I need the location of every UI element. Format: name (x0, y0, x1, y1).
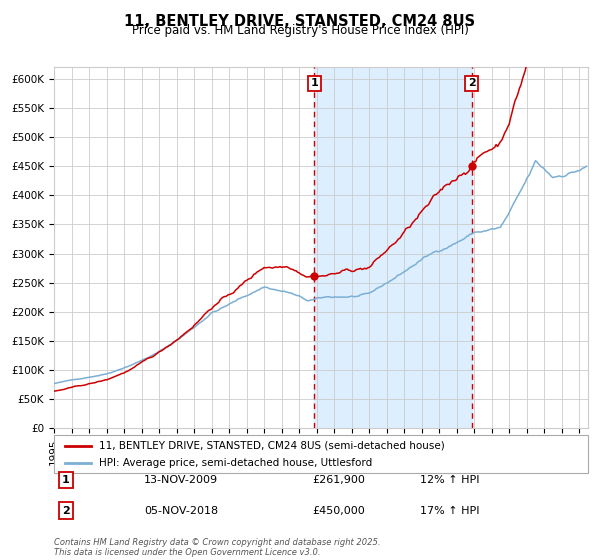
Text: HPI: Average price, semi-detached house, Uttlesford: HPI: Average price, semi-detached house,… (100, 458, 373, 468)
Text: 1: 1 (310, 78, 318, 88)
Text: £450,000: £450,000 (312, 506, 365, 516)
FancyBboxPatch shape (54, 435, 588, 473)
Text: Price paid vs. HM Land Registry's House Price Index (HPI): Price paid vs. HM Land Registry's House … (131, 24, 469, 37)
Text: 11, BENTLEY DRIVE, STANSTED, CM24 8US: 11, BENTLEY DRIVE, STANSTED, CM24 8US (124, 14, 476, 29)
Text: 2: 2 (62, 506, 70, 516)
Text: 11, BENTLEY DRIVE, STANSTED, CM24 8US (semi-detached house): 11, BENTLEY DRIVE, STANSTED, CM24 8US (s… (100, 441, 445, 451)
Text: 17% ↑ HPI: 17% ↑ HPI (420, 506, 479, 516)
Text: £261,900: £261,900 (312, 475, 365, 485)
Bar (314, 67, 472, 428)
Text: 12% ↑ HPI: 12% ↑ HPI (420, 475, 479, 485)
Text: 13-NOV-2009: 13-NOV-2009 (144, 475, 218, 485)
Text: 1: 1 (62, 475, 70, 485)
Text: Contains HM Land Registry data © Crown copyright and database right 2025.
This d: Contains HM Land Registry data © Crown c… (54, 538, 380, 557)
Text: 05-NOV-2018: 05-NOV-2018 (144, 506, 218, 516)
Text: 2: 2 (467, 78, 475, 88)
